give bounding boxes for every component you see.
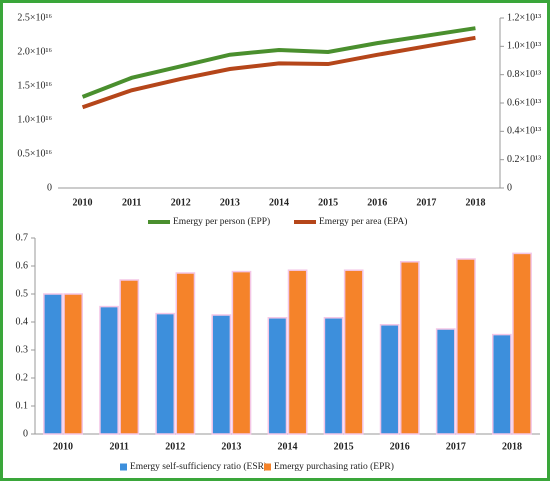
legend-label: Emergy self-sufficiency ratio (ESR)	[130, 461, 267, 472]
x-tick-label: 2011	[122, 197, 141, 208]
y2-tick-label: 0.4×10¹³	[507, 126, 541, 137]
legend-label: Emergy per area (EPA)	[319, 216, 407, 227]
x-tick-label: 2017	[446, 441, 466, 452]
bar	[99, 305, 119, 435]
legend-swatch	[264, 463, 271, 471]
x-tick-label: 2016	[390, 441, 410, 452]
y-tick-label: 0	[47, 182, 52, 193]
y-tick-label: 0.4	[16, 316, 29, 327]
x-tick-label: 2015	[318, 197, 338, 208]
x-tick-label: 2018	[465, 197, 485, 208]
series-line	[81, 35, 476, 110]
x-tick-label: 2012	[171, 197, 191, 208]
bar	[43, 293, 63, 435]
x-tick-label: 2012	[165, 441, 185, 452]
bar	[456, 258, 476, 435]
bar	[435, 328, 456, 435]
legend-label: Emergy purchasing ratio (EPR)	[274, 461, 394, 472]
bar	[175, 272, 196, 435]
bar	[63, 293, 84, 435]
y-tick-label: 1.5×10¹⁶	[17, 80, 52, 91]
y2-tick-label: 0.8×10¹³	[507, 69, 541, 80]
x-tick-label: 2013	[220, 197, 240, 208]
bar	[379, 324, 400, 435]
y-tick-label: 2.5×10¹⁶	[17, 12, 52, 23]
bar	[119, 279, 140, 435]
x-tick-label: 2017	[416, 197, 436, 208]
y-tick-label: 1.0×10¹⁶	[17, 114, 52, 125]
x-tick-label: 2010	[53, 441, 73, 452]
y-tick-label: 0.1	[16, 400, 29, 411]
x-tick-label: 2016	[367, 197, 387, 208]
x-tick-label: 2011	[109, 441, 128, 452]
bar	[231, 270, 252, 435]
y-tick-label: 0	[23, 428, 28, 439]
y2-tick-label: 1.2×10¹³	[507, 12, 541, 23]
bar	[287, 269, 308, 435]
y-tick-label: 2.0×10¹⁶	[17, 46, 52, 57]
x-tick-label: 2010	[73, 197, 93, 208]
x-tick-label: 2015	[334, 441, 354, 452]
legend-label: Emergy per person (EPP)	[173, 216, 270, 227]
bar	[512, 252, 532, 435]
y2-tick-label: 0	[507, 182, 512, 193]
bar	[491, 333, 512, 435]
x-tick-label: 2014	[269, 197, 289, 208]
series-line	[81, 26, 476, 99]
bar	[155, 312, 176, 435]
x-tick-label: 2018	[502, 441, 522, 452]
y-tick-label: 0.6	[16, 260, 29, 271]
bar	[211, 314, 232, 435]
y2-tick-label: 1.0×10¹³	[507, 41, 541, 52]
bar	[267, 317, 288, 435]
y-tick-label: 0.5	[16, 288, 29, 299]
y2-tick-label: 0.6×10¹³	[507, 97, 541, 108]
y-tick-label: 0.7	[16, 232, 29, 243]
y-tick-label: 0.3	[16, 344, 29, 355]
x-tick-label: 2014	[278, 441, 298, 452]
bar	[399, 261, 420, 435]
y2-tick-label: 0.2×10¹³	[507, 154, 541, 165]
legend-swatch	[120, 463, 127, 471]
x-tick-label: 2013	[221, 441, 241, 452]
y-tick-label: 0.2	[16, 372, 29, 383]
bar	[323, 317, 344, 435]
y-tick-label: 0.5×10¹⁶	[17, 148, 52, 159]
bar	[343, 269, 364, 435]
